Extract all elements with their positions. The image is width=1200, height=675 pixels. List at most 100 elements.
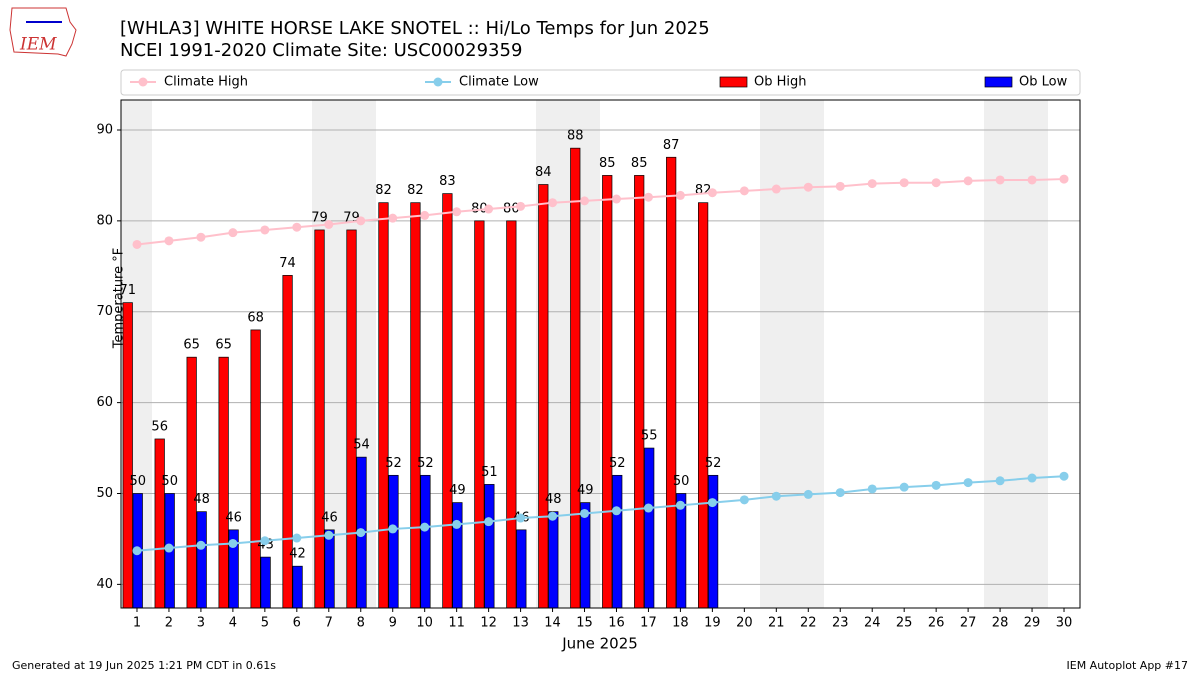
legend-swatch <box>984 76 1013 88</box>
bar <box>260 556 271 609</box>
bar-label: 71 <box>119 283 136 298</box>
bar-label: 52 <box>417 456 434 471</box>
line-marker <box>548 198 558 208</box>
legend-swatch <box>433 77 443 87</box>
bar-label: 85 <box>599 156 616 171</box>
bar-label: 79 <box>311 210 328 225</box>
x-tick-label: 19 <box>704 616 721 631</box>
x-tick-label: 10 <box>416 616 433 631</box>
bar <box>442 193 453 609</box>
line-marker <box>739 495 749 505</box>
bar-label: 65 <box>215 338 232 353</box>
line-marker <box>548 511 558 521</box>
bar-label: 54 <box>353 438 370 453</box>
line-marker <box>228 538 238 548</box>
line-marker <box>452 519 462 529</box>
line <box>136 178 1065 246</box>
logo: IEM <box>9 7 77 57</box>
legend-swatch <box>138 77 148 87</box>
x-tick-label: 17 <box>640 616 657 631</box>
x-tick-label: 9 <box>389 616 397 631</box>
bar <box>506 220 517 609</box>
line-marker <box>292 222 302 232</box>
line-marker <box>580 508 590 518</box>
line-marker <box>164 236 174 246</box>
bar-label: 51 <box>481 465 498 480</box>
line-marker <box>643 503 653 513</box>
bar <box>196 511 207 609</box>
line-marker <box>835 181 845 191</box>
shade <box>760 100 824 608</box>
x-tick-label: 26 <box>928 616 945 631</box>
bar-label: 68 <box>247 310 264 325</box>
bar-label: 74 <box>279 256 296 271</box>
x-tick-label: 28 <box>992 616 1009 631</box>
plot-frame <box>120 99 1081 609</box>
x-tick-label: 15 <box>576 616 593 631</box>
logo-outline <box>9 7 77 57</box>
line-marker <box>771 491 781 501</box>
bar-label: 48 <box>193 492 210 507</box>
line-marker <box>516 513 526 523</box>
line-marker <box>995 476 1005 486</box>
line-marker <box>356 216 366 226</box>
line-marker <box>931 178 941 188</box>
bar-label: 55 <box>641 429 658 444</box>
line-marker <box>739 186 749 196</box>
bar-label: 80 <box>503 201 520 216</box>
bar <box>346 229 357 609</box>
x-tick-label: 1 <box>133 616 141 631</box>
logo-text: IEM <box>19 35 57 55</box>
line-marker <box>867 484 877 494</box>
chart-subtitle: NCEI 1991-2020 Climate Site: USC00029359 <box>120 40 522 61</box>
bar <box>570 147 581 609</box>
x-tick-label: 3 <box>197 616 205 631</box>
x-tick-label: 13 <box>512 616 529 631</box>
x-tick-label: 5 <box>261 616 269 631</box>
y-tick-label: 60 <box>96 395 113 410</box>
x-tick-label: 8 <box>357 616 365 631</box>
bar-label: 42 <box>289 547 306 562</box>
line <box>136 475 1065 552</box>
line-marker <box>516 201 526 211</box>
bar <box>388 474 399 609</box>
shade <box>984 100 1048 608</box>
bar-label: 46 <box>225 510 242 525</box>
line-marker <box>835 488 845 498</box>
legend-box <box>120 69 1081 96</box>
line-marker <box>771 184 781 194</box>
legend-label: Climate High <box>164 75 248 90</box>
bar <box>218 356 229 609</box>
line-marker <box>164 543 174 553</box>
legend-swatch <box>719 76 748 88</box>
line-marker <box>995 175 1005 185</box>
line-marker <box>611 194 621 204</box>
bar <box>516 529 527 609</box>
x-tick-label: 14 <box>544 616 561 631</box>
bar-label: 83 <box>439 174 456 189</box>
bar <box>538 184 549 609</box>
y-tick-label: 90 <box>96 122 113 137</box>
bar <box>666 156 677 609</box>
line-marker <box>611 506 621 516</box>
chart-title: [WHLA3] WHITE HORSE LAKE SNOTEL :: Hi/Lo… <box>120 18 710 39</box>
bar <box>378 202 389 609</box>
line-marker <box>1059 174 1069 184</box>
line-marker <box>228 228 238 238</box>
line-marker <box>803 182 813 192</box>
line-marker <box>260 225 270 235</box>
bar-label: 56 <box>151 419 168 434</box>
x-tick-label: 20 <box>736 616 753 631</box>
bar <box>548 511 559 609</box>
x-tick-label: 18 <box>672 616 689 631</box>
line-marker <box>132 239 142 249</box>
bar <box>250 329 261 609</box>
line-marker <box>707 188 717 198</box>
line-marker <box>803 489 813 499</box>
bar <box>580 502 591 609</box>
x-tick-label: 12 <box>480 616 497 631</box>
line-marker <box>1027 473 1037 483</box>
bar <box>292 565 303 609</box>
y-tick-label: 50 <box>96 486 113 501</box>
line-marker <box>675 500 685 510</box>
